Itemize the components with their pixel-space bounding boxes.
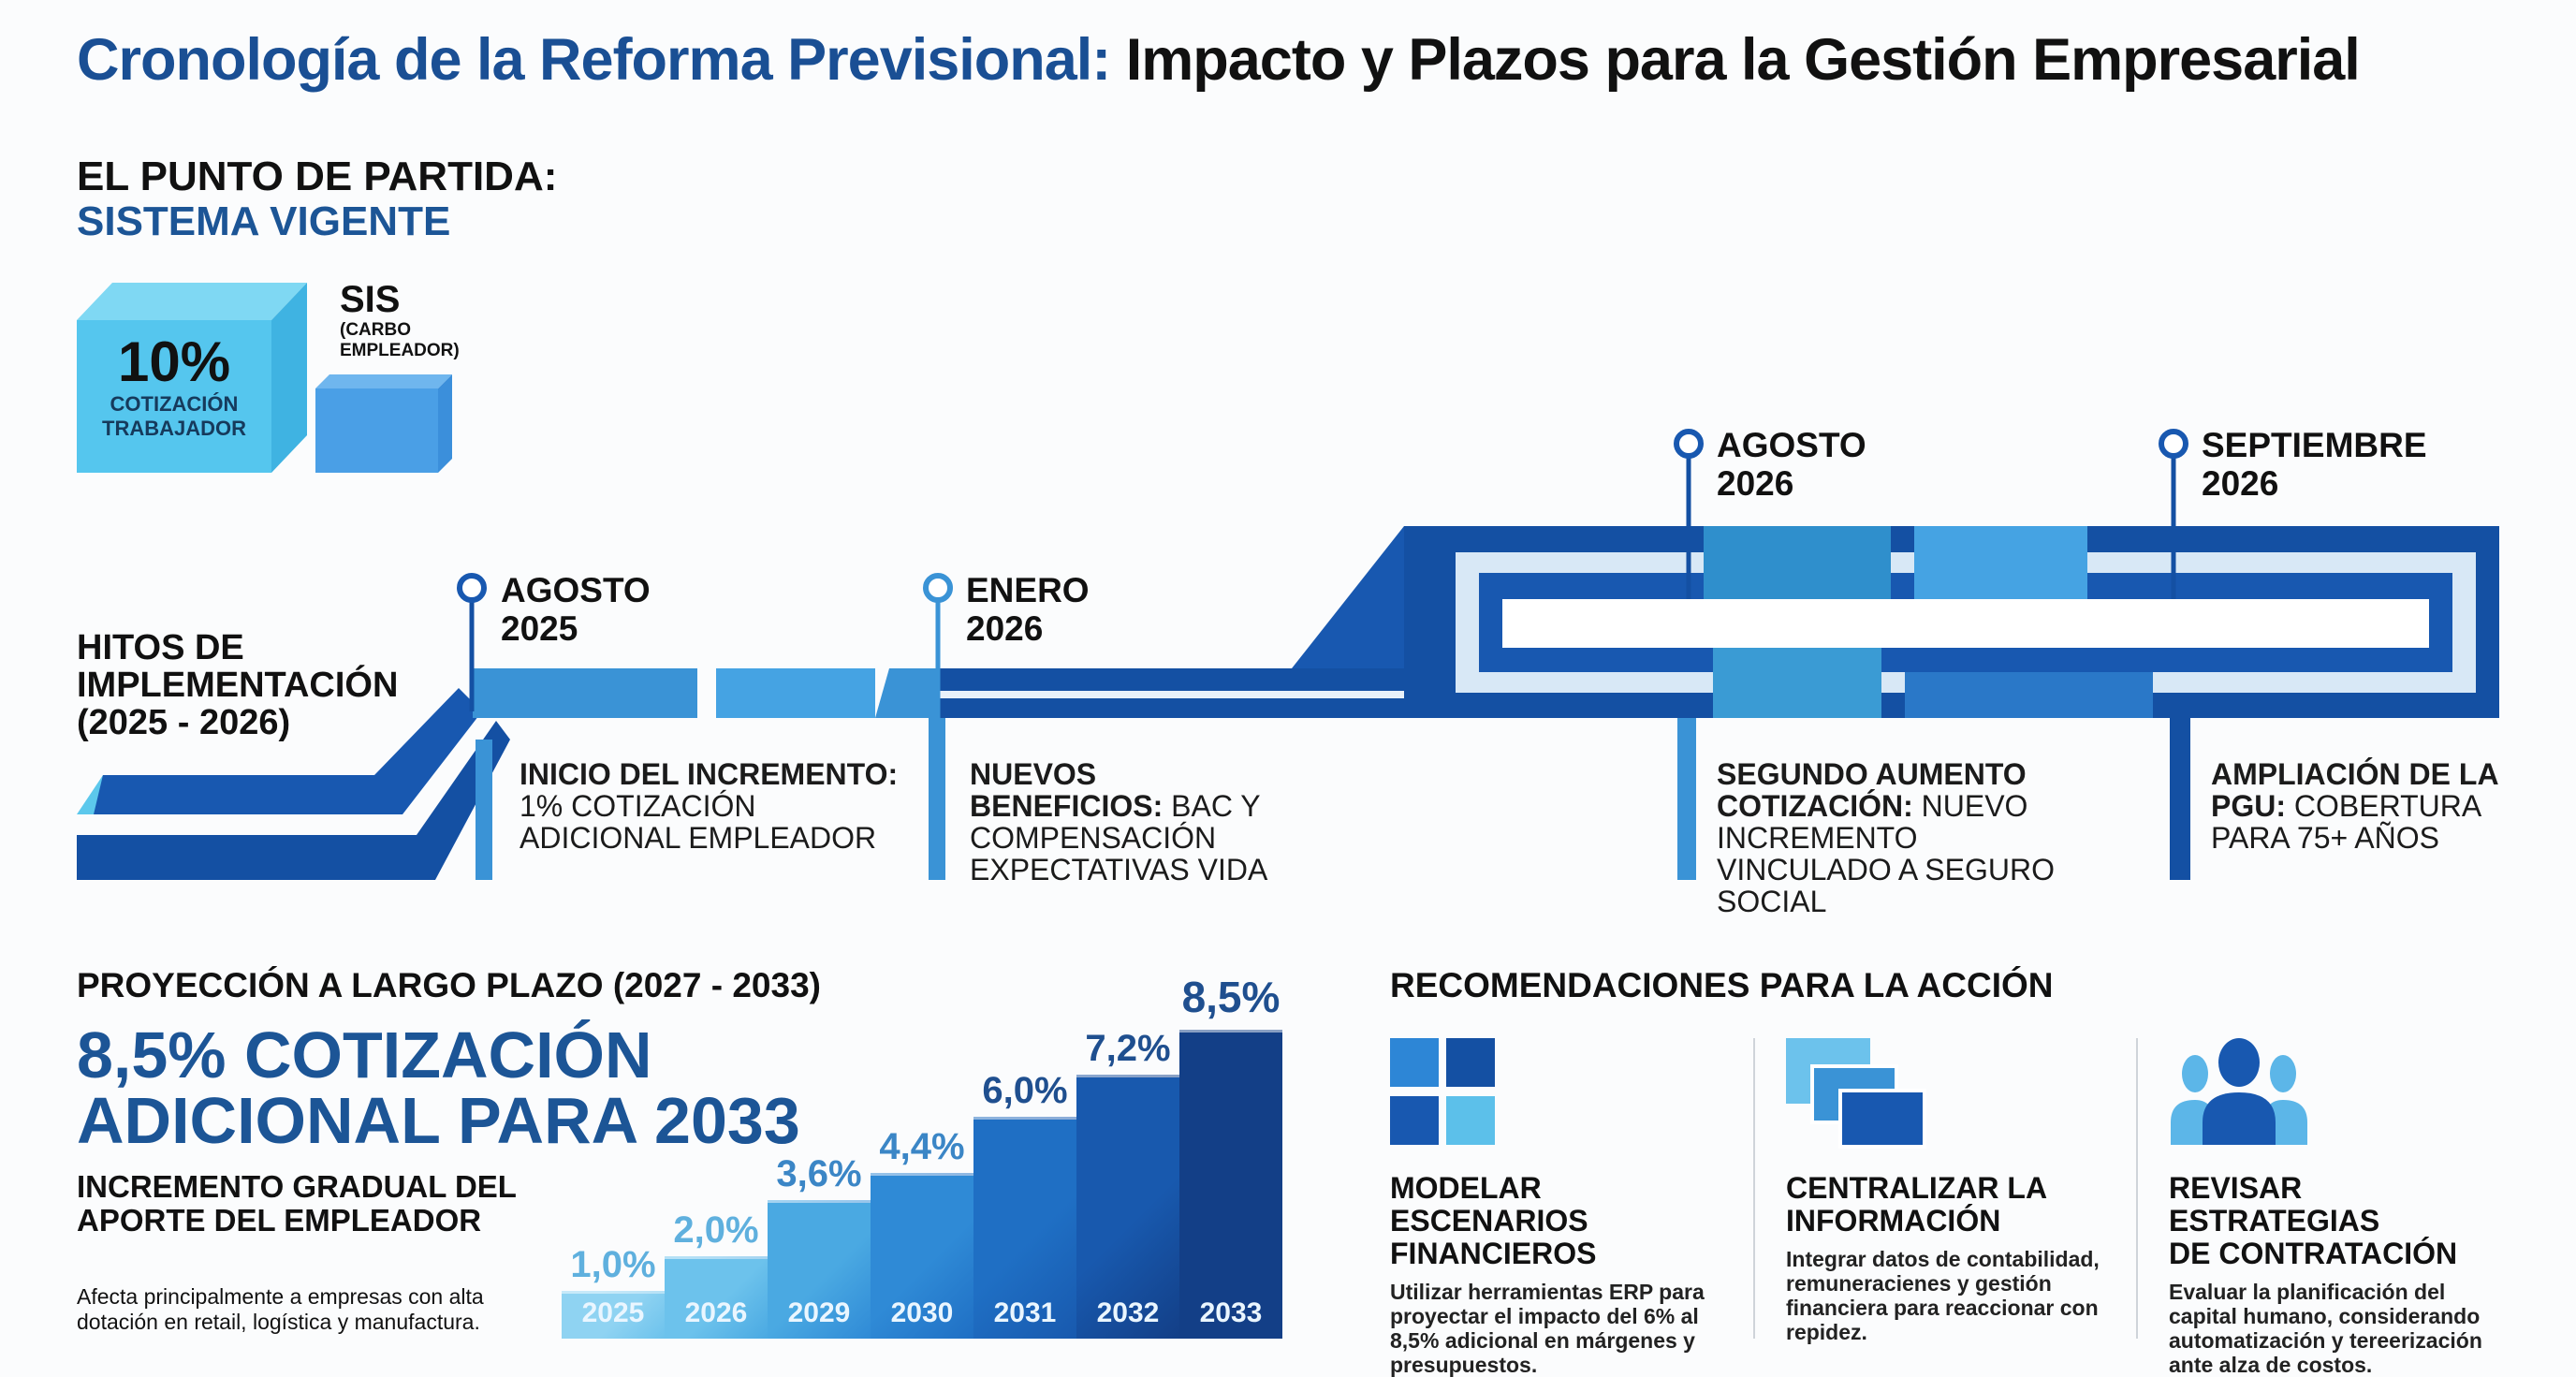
loop-seg-top-1 [1704,526,1891,599]
projection-subheading: INCREMENTO GRADUAL DEL APORTE DEL EMPLEAD… [77,1169,517,1238]
recommendation-card: CENTRALIZAR LA INFORMACIÓN Integrar datos… [1786,1038,2123,1344]
small-cube-top [315,374,452,388]
people-group-icon [2171,1038,2307,1145]
recommendation-card: REVISAR ESTRATEGIAS DE CONTRATACIÓN Evalu… [2169,1038,2506,1377]
milestone-description: NUEVOS BENEFICIOS: BAC Y COMPENSACIÓN EX… [970,757,1268,886]
stacked-documents-icon [1786,1038,1926,1149]
divider [1753,1038,1755,1339]
milestone-date: AGOSTO 2026 [1717,426,1866,503]
small-cube-front [315,388,438,473]
cube-front [77,320,271,473]
recommendations-heading: RECOMENDACIONES PARA LA ACCIÓN [1390,966,2054,1004]
projection-headline: 8,5% COTIZACIÓN ADICIONAL PARA 2033 [77,1018,800,1157]
small-cube-side [438,374,452,473]
cube-top [77,283,307,320]
loop-seg-bottom-2 [1905,672,2153,718]
pin-septiembre-2026 [2159,429,2190,880]
loop-inner-white [1502,599,2429,648]
track-seg-3 [875,668,936,718]
track-seg-1 [473,668,697,718]
sis-sublabel: (CARBO EMPLEADOR) [340,320,460,360]
pin-agosto-2025 [457,573,492,880]
loop-seg-top-2 [1914,526,2087,599]
divider [2136,1038,2138,1339]
page-title: Cronología de la Reforma Previsional: Im… [77,27,2361,93]
milestone-description: AMPLIACIÓN DE LA PGU: COBERTURA PARA 75+… [2211,757,2498,855]
pin-enero-2026 [923,573,953,880]
milestone-date: SEPTIEMBRE 2026 [2202,426,2427,503]
track-left-dark-lower [77,721,510,880]
track-seg-2 [716,668,875,718]
worker-contribution: 10% COTIZACIÓN TRABAJADOR [102,330,246,441]
cube-side [271,283,307,473]
recommendation-card: MODELAR ESCENARIOS FINANCIEROS Utilizar h… [1390,1038,1727,1377]
milestone-date: ENERO 2026 [966,571,1090,648]
projection-heading: PROYECCIÓN A LARGO PLAZO (2027 - 2033) [77,966,821,1004]
track-left-dark-upper [94,688,482,814]
timeline-heading: HITOS DE IMPLEMENTACIÓN (2025 - 2026) [77,628,399,742]
projection-note: Afecta principalmente a empresas con alt… [77,1284,484,1334]
starting-point-heading: EL PUNTO DE PARTIDA: [77,154,558,199]
starting-point-subheading: SISTEMA VIGENTE [77,198,451,244]
milestone-date: AGOSTO 2025 [501,571,651,648]
track-seg-line [936,691,1404,698]
grid-icon [1390,1038,1495,1145]
pin-agosto-2026 [1674,429,1704,880]
sis-label: SIS [340,279,401,320]
loop-seg-bottom-1 [1713,648,1881,718]
milestone-description: INICIO DEL INCREMENTO: 1% COTIZACIÓN ADI… [520,757,899,855]
milestone-description: SEGUNDO AUMENTO COTIZACIÓN: NUEVO INCREM… [1717,757,2055,918]
